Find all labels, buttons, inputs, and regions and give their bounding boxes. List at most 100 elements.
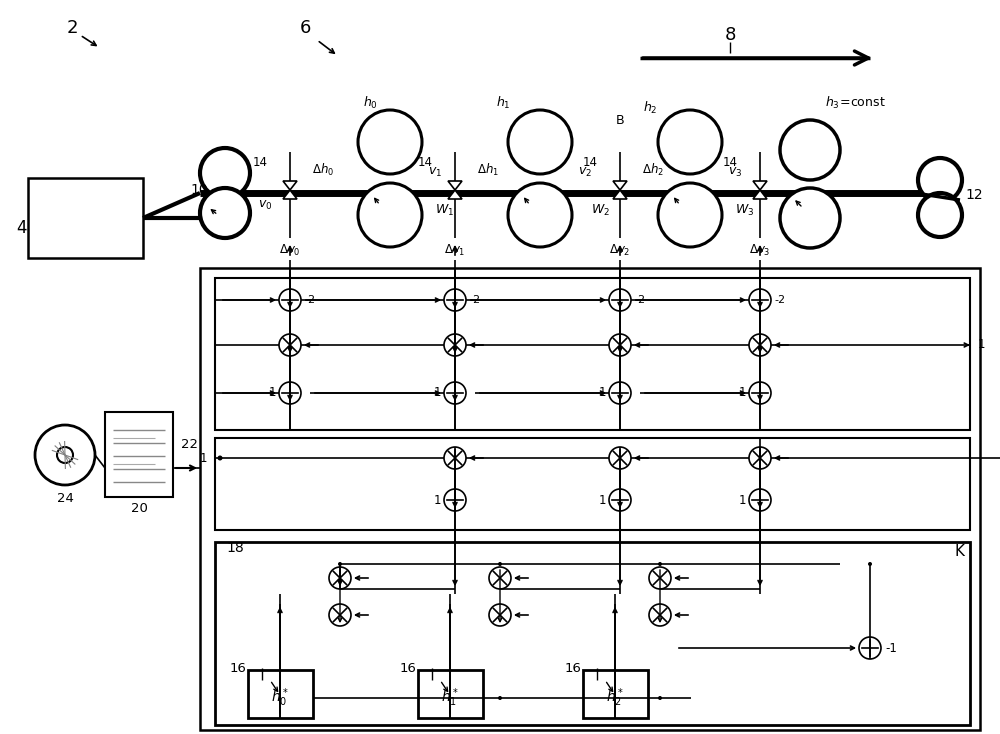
Circle shape [749,334,771,356]
Circle shape [749,447,771,469]
Text: 10: 10 [190,183,208,197]
Text: 14: 14 [723,156,738,170]
Circle shape [918,158,962,202]
Text: 20: 20 [131,501,147,515]
Text: $\Delta v_1$: $\Delta v_1$ [444,242,466,258]
Circle shape [609,289,631,311]
Text: 1: 1 [598,493,606,506]
Text: $h_2$: $h_2$ [643,100,657,116]
Circle shape [868,562,872,566]
Bar [583,670,648,718]
Text: -2: -2 [304,295,315,305]
Circle shape [658,110,722,174]
Text: $h_1^*$: $h_1^*$ [441,687,459,709]
Bar [215,278,970,430]
Text: 2: 2 [66,19,78,37]
Circle shape [444,289,466,311]
Bar [28,178,143,258]
Circle shape [609,382,631,404]
Text: 24: 24 [57,492,73,504]
Text: $\Delta v_3$: $\Delta v_3$ [749,242,771,258]
Circle shape [780,120,840,180]
Circle shape [508,183,572,247]
Circle shape [649,567,671,589]
Circle shape [218,456,222,460]
Circle shape [658,562,662,566]
Polygon shape [753,181,767,190]
Circle shape [658,183,722,247]
Circle shape [444,489,466,511]
Circle shape [200,148,250,198]
Circle shape [489,604,511,626]
Text: 8: 8 [724,26,736,44]
Circle shape [489,567,511,589]
Circle shape [329,604,351,626]
Polygon shape [283,181,297,190]
Text: $\Delta h_0$: $\Delta h_0$ [312,162,334,178]
Circle shape [859,637,881,659]
Text: 1: 1 [200,451,207,465]
Text: -2: -2 [774,295,785,305]
Circle shape [498,696,502,700]
Text: 6: 6 [299,19,311,37]
Bar [215,438,970,530]
Text: $h_2^*$: $h_2^*$ [606,687,624,709]
Text: 4: 4 [16,219,26,237]
Text: 16: 16 [400,661,417,675]
Text: 1: 1 [268,387,276,399]
Circle shape [358,110,422,174]
Text: $v_0$: $v_0$ [258,198,272,211]
Circle shape [279,334,301,356]
Circle shape [329,567,351,589]
Bar [418,670,483,718]
Text: 1: 1 [978,338,986,352]
Text: $W_3$: $W_3$ [735,203,755,217]
Text: $W_1$: $W_1$ [435,203,455,217]
Circle shape [649,604,671,626]
Text: 14: 14 [583,156,598,170]
Text: K: K [955,545,965,559]
Circle shape [279,382,301,404]
Bar [200,268,980,730]
Circle shape [498,562,502,566]
Text: $v_2$: $v_2$ [578,165,592,178]
Circle shape [749,289,771,311]
Text: 14: 14 [253,156,268,170]
Circle shape [749,489,771,511]
Circle shape [200,188,250,238]
Circle shape [780,188,840,248]
Text: -2: -2 [469,295,480,305]
Polygon shape [448,181,462,190]
Circle shape [918,193,962,237]
Circle shape [279,289,301,311]
Bar [248,670,313,718]
Text: $\Delta v_2$: $\Delta v_2$ [609,242,631,258]
Circle shape [609,447,631,469]
Circle shape [609,489,631,511]
Text: 12: 12 [965,188,983,202]
Circle shape [658,696,662,700]
Circle shape [508,110,572,174]
Text: 1: 1 [738,493,746,506]
Polygon shape [283,190,297,199]
Text: 22: 22 [181,438,198,451]
Text: 1: 1 [598,387,606,399]
Text: 16: 16 [565,661,582,675]
Text: $h_3\!=\!\mathrm{const}$: $h_3\!=\!\mathrm{const}$ [825,95,885,111]
Circle shape [609,334,631,356]
Circle shape [338,562,342,566]
Polygon shape [613,190,627,199]
Polygon shape [613,181,627,190]
Text: B: B [616,114,624,126]
Text: 16: 16 [230,661,247,675]
Circle shape [749,382,771,404]
Text: $h_0$: $h_0$ [363,95,377,111]
Circle shape [444,447,466,469]
Text: $\Delta h_1$: $\Delta h_1$ [477,162,499,178]
Text: $h_0^*$: $h_0^*$ [271,687,289,709]
Text: $W_2$: $W_2$ [591,203,609,217]
Polygon shape [753,190,767,199]
Text: 18: 18 [226,541,244,555]
Text: $v_1$: $v_1$ [428,165,442,178]
Text: $v_3$: $v_3$ [728,165,742,178]
